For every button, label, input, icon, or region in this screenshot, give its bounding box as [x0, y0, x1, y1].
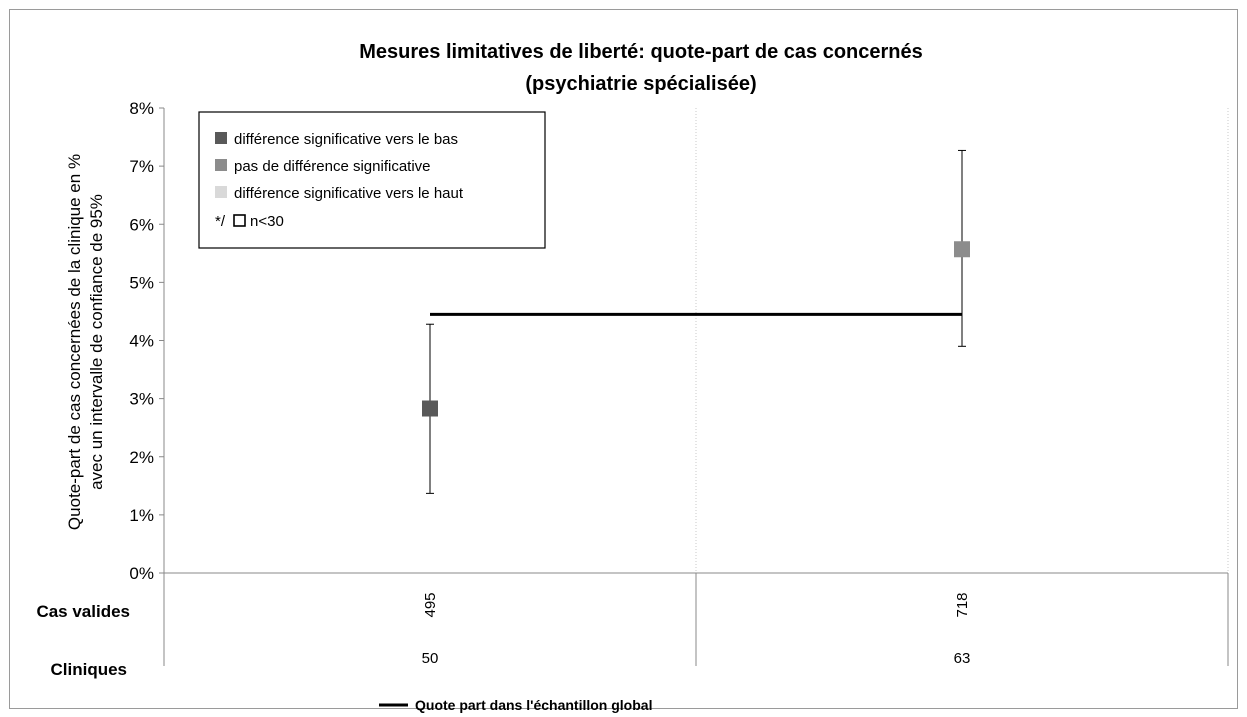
legend-label-diff-down: différence significative vers le bas [234, 131, 458, 148]
data-point-marker [422, 400, 438, 417]
legend-swatch-diff-down [215, 132, 227, 144]
legend-swatch-no-diff [215, 159, 227, 171]
cas-valides-value: 718 [954, 592, 971, 617]
cas-valides-cell: 495 [422, 592, 439, 617]
legend-label-diff-up: différence significative vers le haut [234, 185, 464, 202]
y-tick-label: 7% [129, 157, 154, 176]
chart-title-line-2: (psychiatrie spécialisée) [525, 73, 756, 95]
chart-frame [9, 9, 1238, 709]
y-tick-label: 8% [129, 99, 154, 118]
cliniques-value: 50 [422, 650, 439, 667]
y-tick-label: 0% [129, 564, 154, 583]
cliniques-value: 63 [954, 650, 971, 667]
legend-swatch-diff-up [215, 186, 227, 198]
row-label-cliniques: Cliniques [50, 660, 127, 679]
y-ticks: 0% 1% 2% 3% 4% 5% 6% 7% 8% [129, 99, 164, 583]
bottom-legend-label: Quote part dans l'échantillon global [415, 697, 652, 713]
row-label-cas-valides: Cas valides [36, 602, 130, 621]
data-point-marker [954, 241, 970, 258]
y-axis-label-line-2: avec un intervalle de confiance de 95% [87, 194, 106, 490]
cas-valides-cell: 718 [954, 592, 971, 617]
y-tick-label: 4% [129, 332, 154, 351]
legend-label-small-n: n<30 [250, 213, 284, 230]
legend-box [198, 111, 546, 249]
y-tick-label: 5% [129, 273, 154, 292]
y-tick-label: 6% [129, 215, 154, 234]
chart-title-line-1: Mesures limitatives de liberté: quote-pa… [359, 41, 923, 63]
y-tick-label: 1% [129, 506, 154, 525]
category-table: Cas valides Cliniques 495 50 718 63 [36, 573, 1229, 679]
y-tick-label: 2% [129, 448, 154, 467]
y-tick-label: 3% [129, 390, 154, 409]
bottom-legend: Quote part dans l'échantillon global [379, 697, 652, 713]
legend: différence significative vers le bas pas… [198, 111, 546, 249]
legend-swatch-small-n [233, 214, 246, 227]
data-points [422, 149, 970, 494]
legend-label-no-diff: pas de différence significative [234, 158, 431, 175]
cas-valides-value: 495 [422, 592, 439, 617]
y-axis-label-line-1: Quote-part de cas concernées de la clini… [65, 154, 84, 530]
legend-small-n-prefix: */ [215, 213, 226, 230]
grid [695, 108, 1229, 573]
